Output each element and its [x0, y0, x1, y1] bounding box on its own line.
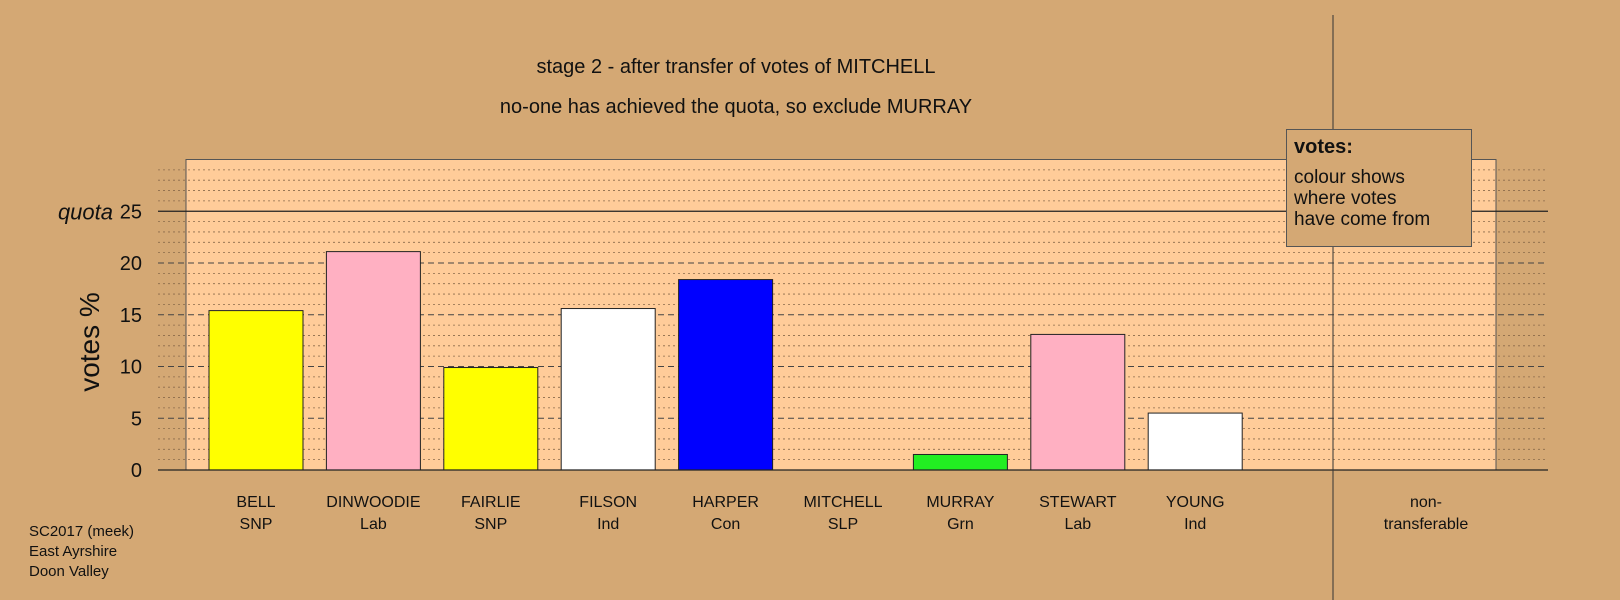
footer-line-ward: Doon Valley [29, 563, 109, 580]
footer-line-election: SC2017 (meek) [29, 523, 135, 540]
footer-line-council: East Ayrshire [29, 543, 118, 560]
y-tick-label: 15 [120, 305, 142, 327]
x-tick-label-name: MURRAY [926, 494, 994, 511]
y-tick-label: 5 [131, 408, 142, 430]
x-tick-label-name: STEWART [1039, 494, 1117, 511]
bars [208, 251, 1438, 471]
y-tick-label: 25 [120, 201, 142, 223]
x-tick-label-name: BELL [236, 494, 275, 511]
footer-info: SC2017 (meek) East Ayrshire Doon Valley [29, 522, 134, 582]
x-tick-label-name: DINWOODIE [326, 494, 420, 511]
x-tick-label-name: FAIRLIE [461, 494, 521, 511]
x-tick-label-party: Grn [947, 516, 974, 533]
x-tick-label-party: SLP [828, 516, 858, 533]
x-tick-label-name: FILSON [579, 494, 637, 511]
x-tick-label-party: Lab [1064, 516, 1091, 533]
x-tick-label-name: MITCHELL [803, 494, 882, 511]
bar-bell [208, 310, 304, 471]
x-tick-label-non-transferable: non- [1410, 494, 1442, 511]
y-tick-label: 20 [120, 253, 142, 275]
x-tick-label-party: Con [711, 516, 740, 533]
bar-murray [912, 453, 1008, 471]
x-tick-label-party: Ind [1184, 516, 1206, 533]
bar-dinwoodie [325, 251, 421, 471]
x-tick-label-name: HARPER [692, 494, 759, 511]
labels: BELL SNP DINWOODIE Lab FAIRLIE SNP FILSON Ind HA… [58, 199, 1468, 533]
legend-text: colour shows where votes have come from [1294, 167, 1431, 230]
bar-harper [678, 279, 774, 471]
chart-title: stage 2 - after transfer of votes of MIT… [536, 56, 935, 78]
chart-subtitle: no-one has achieved the quota, so exclud… [500, 96, 972, 118]
x-tick-label-party: SNP [240, 516, 273, 533]
quota-label: quota [58, 199, 113, 224]
x-tick-label-name: YOUNG [1166, 494, 1225, 511]
y-tick-label: 0 [131, 460, 142, 482]
legend-title: votes: [1294, 136, 1353, 158]
x-tick-label-party: Ind [597, 516, 619, 533]
x-tick-label-non-transferable: transferable [1384, 516, 1469, 533]
legend-box: votes: colour shows where votes have com… [1286, 129, 1472, 247]
y-axis-label: votes % [74, 292, 105, 392]
x-tick-label-party: SNP [474, 516, 507, 533]
bar-fairlie [443, 367, 539, 471]
bar-filson [560, 308, 656, 471]
y-tick-label: 10 [120, 357, 142, 379]
bar-young [1147, 412, 1243, 471]
x-tick-label-party: Lab [360, 516, 387, 533]
bar-stewart [1030, 333, 1126, 471]
